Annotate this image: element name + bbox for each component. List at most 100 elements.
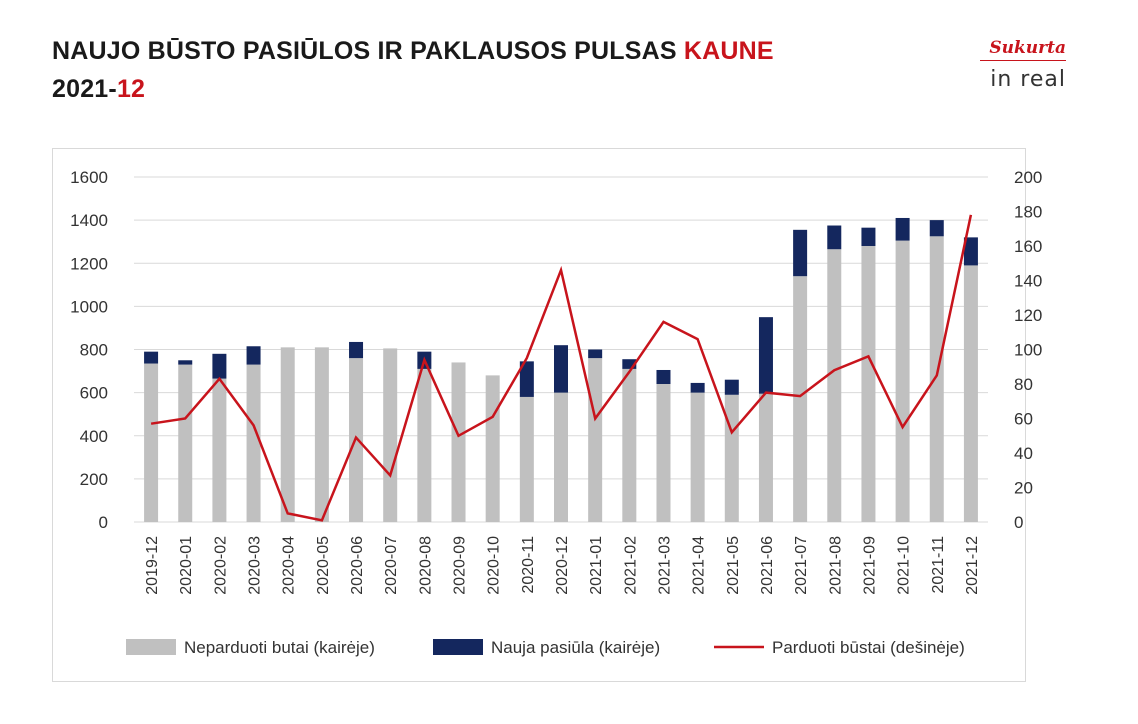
bar-new-supply xyxy=(861,227,876,246)
line-sold xyxy=(150,214,973,522)
bar-new-supply xyxy=(963,237,978,266)
bar-unsold xyxy=(793,276,808,522)
x-tick-label: 2021-10 xyxy=(896,536,913,595)
x-tick-label: 2021-07 xyxy=(793,536,810,595)
page-title: NAUJO BŪSTO PASIŪLOS IR PAKLAUSOS PULSAS… xyxy=(52,32,774,108)
x-tick-label: 2020-09 xyxy=(452,536,469,595)
bar-new-supply xyxy=(519,361,534,397)
bar-new-supply xyxy=(690,382,705,393)
title-text: NAUJO BŪSTO PASIŪLOS IR PAKLAUSOS PULSAS xyxy=(52,37,684,65)
x-tick-label: 2020-04 xyxy=(281,536,298,595)
right-tick-label: 140 xyxy=(1014,272,1042,291)
bar-unsold xyxy=(212,378,227,522)
x-tick-label: 2020-05 xyxy=(315,536,332,595)
bar-unsold xyxy=(280,347,295,522)
title-city: KAUNE xyxy=(683,37,774,65)
left-tick-label: 800 xyxy=(80,341,108,360)
x-tick-label: 2021-05 xyxy=(725,536,742,595)
x-tick-label: 2021-09 xyxy=(861,536,878,595)
logo-signature: Sukurta xyxy=(989,38,1066,58)
bar-new-supply xyxy=(622,359,637,369)
bar-unsold xyxy=(554,392,568,522)
bar-unsold xyxy=(656,384,671,522)
left-tick-label: 1600 xyxy=(70,168,108,187)
x-tick-label: 2019-12 xyxy=(144,536,161,595)
bar-unsold xyxy=(963,265,978,522)
x-tick-label: 2021-11 xyxy=(930,536,947,594)
bar-unsold xyxy=(314,347,329,522)
title-date-month: 12 xyxy=(116,75,146,103)
bar-new-supply xyxy=(929,220,944,237)
bar-new-supply xyxy=(212,353,227,379)
x-tick-label: 2020-06 xyxy=(349,536,366,595)
left-tick-label: 600 xyxy=(80,384,108,403)
x-tick-label: 2020-10 xyxy=(486,536,503,595)
x-tick-label: 2020-11 xyxy=(520,536,537,594)
right-tick-label: 40 xyxy=(1014,444,1033,463)
x-tick-label: 2020-01 xyxy=(178,536,195,595)
bar-unsold xyxy=(758,393,773,522)
chart-frame xyxy=(52,148,1026,682)
left-tick-label: 1200 xyxy=(70,254,108,273)
left-tick-label: 0 xyxy=(99,513,108,532)
bar-new-supply xyxy=(793,229,808,277)
legend-label-new-supply: Nauja pasiūla (kairėje) xyxy=(491,638,660,657)
bar-new-supply xyxy=(724,379,739,395)
left-tick-label: 400 xyxy=(80,427,108,446)
bar-new-supply xyxy=(349,341,364,359)
bar-unsold xyxy=(144,363,159,522)
bar-unsold xyxy=(485,375,500,522)
left-tick-label: 1000 xyxy=(70,297,108,316)
x-tick-label: 2020-08 xyxy=(417,536,434,595)
x-axis-ticks: 2019-12 2020-01 2020-02 2020-03 2020-04 2020-… xyxy=(144,536,981,595)
left-tick-label: 200 xyxy=(80,470,108,489)
right-axis-ticks: 0 20 40 60 80 100 120 140 160 180 200 xyxy=(1014,168,1042,532)
right-tick-label: 0 xyxy=(1014,513,1023,532)
title-line-1: NAUJO BŪSTO PASIŪLOS IR PAKLAUSOS PULSAS… xyxy=(52,32,774,70)
chart-line xyxy=(150,214,973,522)
bar-new-supply xyxy=(656,369,671,384)
logo-underline xyxy=(980,60,1066,61)
bar-unsold xyxy=(724,394,739,522)
x-tick-label: 2020-02 xyxy=(212,536,229,595)
bar-new-supply xyxy=(246,346,261,365)
bar-unsold xyxy=(417,368,432,522)
right-tick-label: 80 xyxy=(1014,375,1033,394)
bar-new-supply xyxy=(827,225,842,250)
bar-new-supply xyxy=(554,345,568,393)
x-tick-label: 2021-02 xyxy=(622,536,639,595)
bar-new-supply xyxy=(758,317,773,394)
bar-unsold xyxy=(895,240,910,522)
brand-logo: Sukurta in real xyxy=(980,38,1066,92)
logo-brand: in real xyxy=(990,67,1066,92)
bar-unsold xyxy=(178,364,193,522)
x-tick-label: 2021-08 xyxy=(827,536,844,595)
x-tick-label: 2021-01 xyxy=(588,536,605,595)
bar-unsold xyxy=(622,368,637,522)
bar-new-supply xyxy=(144,351,159,364)
bar-unsold xyxy=(827,249,842,522)
bar-unsold xyxy=(383,348,398,522)
x-tick-label: 2021-03 xyxy=(656,536,673,595)
bar-unsold xyxy=(519,396,534,522)
x-tick-label: 2020-07 xyxy=(383,536,400,595)
bar-unsold xyxy=(246,364,261,522)
right-tick-label: 200 xyxy=(1014,168,1042,187)
left-axis-ticks: 0 200 400 600 800 1000 1200 1400 1600 xyxy=(70,168,108,532)
title-date-prefix: 2021- xyxy=(52,75,117,103)
bar-new-supply xyxy=(178,360,193,365)
right-tick-label: 60 xyxy=(1014,410,1033,429)
right-tick-label: 20 xyxy=(1014,479,1033,498)
left-tick-label: 1400 xyxy=(70,211,108,230)
bar-unsold xyxy=(451,362,466,522)
x-tick-label: 2021-04 xyxy=(691,536,708,595)
chart-legend: Neparduoti butai (kairėje) Nauja pasiūla … xyxy=(126,638,965,657)
bar-new-supply xyxy=(895,217,910,241)
legend-label-sold: Parduoti būstai (dešinėje) xyxy=(772,638,965,657)
bar-unsold xyxy=(690,392,705,522)
legend-swatch-unsold xyxy=(126,639,176,655)
right-tick-label: 100 xyxy=(1014,341,1042,360)
x-tick-label: 2020-12 xyxy=(554,536,571,595)
legend-label-unsold: Neparduoti butai (kairėje) xyxy=(184,638,375,657)
